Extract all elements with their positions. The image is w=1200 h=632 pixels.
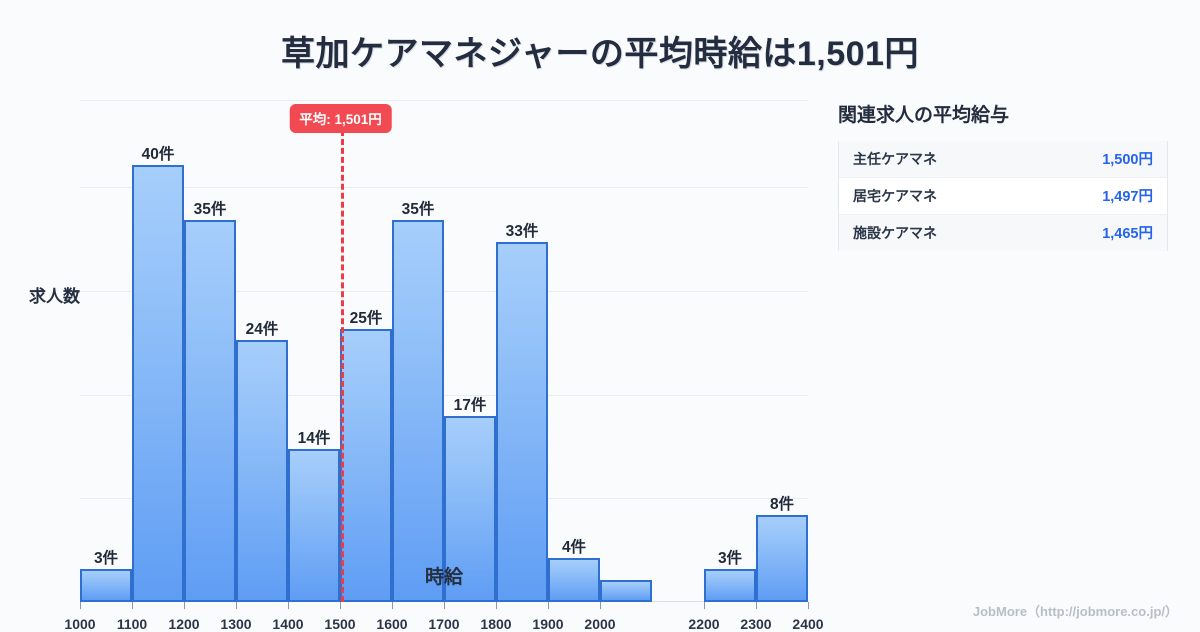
histogram-bar[interactable] xyxy=(392,220,444,602)
x-axis-tick-label: 1200 xyxy=(168,616,200,632)
x-axis-tick xyxy=(340,602,341,609)
histogram-bar[interactable] xyxy=(80,569,132,602)
related-salary-heading: 関連求人の平均給与 xyxy=(838,105,1010,126)
x-axis-tick xyxy=(288,602,289,609)
bar-value-label: 35件 xyxy=(193,201,227,219)
x-axis-tick xyxy=(184,602,185,609)
x-axis-tick-label: 1900 xyxy=(532,616,564,632)
gridline xyxy=(80,394,808,396)
histogram-bar[interactable] xyxy=(132,165,184,602)
salary-row-name: 主任ケアマネ xyxy=(853,150,937,167)
x-axis-tick-label: 2400 xyxy=(792,616,824,632)
related-salary-table: 主任ケアマネ 1,500円居宅ケアマネ 1,497円施設ケアマネ 1,465円 xyxy=(838,141,1168,251)
histogram-bar[interactable] xyxy=(704,569,756,602)
bar-value-label: 3件 xyxy=(93,550,119,568)
x-axis-tick xyxy=(808,602,809,609)
x-axis-tick xyxy=(132,602,133,609)
histogram-bar[interactable] xyxy=(756,514,808,602)
x-axis-tick xyxy=(80,602,81,609)
x-axis-tick-label: 2000 xyxy=(584,616,616,632)
x-axis-tick xyxy=(496,602,497,609)
histogram-bar[interactable] xyxy=(444,416,496,602)
bar-value-label: 24件 xyxy=(245,321,279,339)
x-axis-tick-label: 1600 xyxy=(376,616,408,632)
histogram-bar[interactable] xyxy=(288,449,340,602)
x-axis-title: 時給 xyxy=(424,567,463,588)
related-salary-panel: 関連求人の平均給与 主任ケアマネ 1,500円居宅ケアマネ 1,497円施設ケアマネ… xyxy=(838,100,1168,251)
x-axis-tick-label: 2200 xyxy=(688,616,720,632)
x-axis-tick xyxy=(236,602,237,609)
x-axis-tick xyxy=(704,602,705,609)
mean-line xyxy=(340,130,344,602)
x-axis-tick-label: 1800 xyxy=(480,616,512,632)
x-axis-tick xyxy=(444,602,445,609)
gridline xyxy=(80,100,808,101)
x-axis-tick-label: 1300 xyxy=(220,616,252,632)
plot-area: 3件 40件 35件 24件 14件 25件 35件 17件 33件 4件 3件 8件 1000 1100… xyxy=(64,100,824,632)
x-axis-tick xyxy=(600,602,601,609)
x-axis-tick xyxy=(548,602,549,609)
bar-value-label: 35件 xyxy=(401,201,435,219)
salary-row: 居宅ケアマネ 1,497円 xyxy=(839,178,1167,215)
salary-row-value: 1,500円 xyxy=(1102,152,1153,168)
mean-badge: 平均: 1,501円 xyxy=(289,104,392,133)
salary-row-value: 1,465円 xyxy=(1102,226,1153,242)
x-axis-tick-label: 1400 xyxy=(272,616,304,632)
bar-value-label: 8件 xyxy=(769,495,795,513)
salary-row-name: 施設ケアマネ xyxy=(853,224,937,241)
x-axis-tick-label: 1000 xyxy=(64,616,96,632)
salary-row: 主任ケアマネ 1,500円 xyxy=(839,141,1167,178)
bar-value-label: 3件 xyxy=(717,550,743,568)
x-axis-tick-label: 2300 xyxy=(740,616,772,632)
histogram-chart: 求人数 3件 40件 35件 24件 14件 25件 35件 17件 33件 4件 3件 8件 1000… xyxy=(0,90,830,632)
x-axis-tick-label: 1500 xyxy=(324,616,356,632)
page-title: 草加ケアマネジャーの平均時給は1,501円 xyxy=(281,35,919,73)
x-axis-tick-label: 1700 xyxy=(428,616,460,632)
histogram-bar[interactable] xyxy=(236,340,288,602)
x-axis-tick xyxy=(392,602,393,609)
footer-attribution: JobMore（http://jobmore.co.jp/） xyxy=(972,604,1178,619)
salary-row: 施設ケアマネ 1,465円 xyxy=(839,215,1167,251)
bar-value-label: 25件 xyxy=(349,310,383,328)
histogram-bar[interactable] xyxy=(496,241,548,602)
histogram-bar[interactable] xyxy=(548,558,600,602)
bar-value-label: 4件 xyxy=(561,539,587,557)
bar-value-label: 33件 xyxy=(505,222,539,240)
gridline xyxy=(80,187,808,189)
gridline xyxy=(80,290,808,292)
salary-row-value: 1,497円 xyxy=(1102,189,1153,205)
x-axis-tick-label: 1100 xyxy=(116,616,148,632)
y-axis-title: 求人数 xyxy=(29,287,80,306)
x-axis-tick xyxy=(756,602,757,609)
bar-value-label: 40件 xyxy=(141,146,175,164)
bar-value-label: 17件 xyxy=(453,397,487,415)
histogram-bar[interactable] xyxy=(184,220,236,602)
bar-value-label: 14件 xyxy=(297,430,331,448)
salary-row-name: 居宅ケアマネ xyxy=(853,187,937,204)
histogram-bar[interactable] xyxy=(600,580,652,602)
